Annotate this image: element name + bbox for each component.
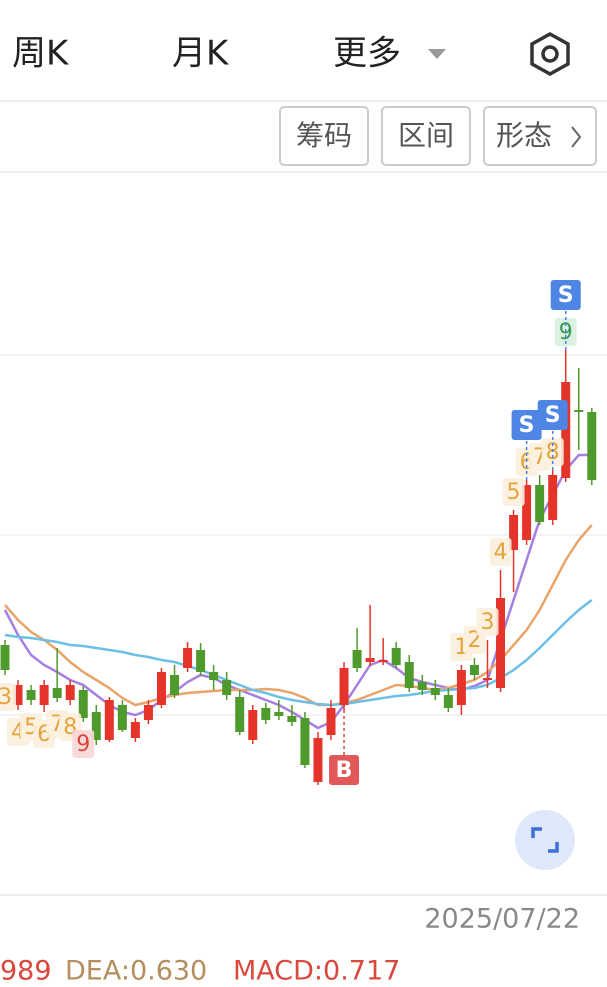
fullscreen-button[interactable] xyxy=(515,810,575,870)
candle-body xyxy=(430,688,440,695)
candle-body xyxy=(365,658,375,662)
candle-body xyxy=(235,697,245,732)
candle-body xyxy=(209,672,219,680)
candle-body xyxy=(183,648,193,668)
chevron-icon xyxy=(571,126,582,148)
candle-body xyxy=(456,670,466,705)
candle-body xyxy=(13,685,23,705)
candle-body xyxy=(78,690,88,718)
candle-body xyxy=(339,668,349,705)
candle-body xyxy=(287,716,297,722)
tab-week[interactable]: 周K xyxy=(12,34,70,74)
candle-body xyxy=(404,662,414,688)
candle-body xyxy=(587,412,597,480)
signal-badge xyxy=(329,755,360,785)
candle-body xyxy=(378,660,388,662)
candle-body xyxy=(52,688,62,698)
button-range[interactable] xyxy=(381,106,471,166)
tab-month[interactable]: 月K xyxy=(172,34,230,74)
moving-average-line xyxy=(3,453,592,730)
signal-badge xyxy=(511,410,542,440)
signal-label: S xyxy=(558,283,574,308)
candle-body xyxy=(482,678,492,680)
button-label[interactable]: 形态 xyxy=(496,119,552,152)
end-date: 2025/07/22 xyxy=(424,904,580,935)
candle-body xyxy=(65,685,75,700)
candle-body xyxy=(548,475,558,520)
button-label[interactable]: 区间 xyxy=(398,119,454,152)
candle-body xyxy=(117,705,127,730)
td-label: 9 xyxy=(76,732,90,757)
candle-body xyxy=(561,382,571,478)
signal-label: B xyxy=(336,758,353,783)
moving-average-line xyxy=(4,599,593,707)
candle-body xyxy=(222,680,232,695)
candle-body xyxy=(417,682,427,690)
candle-body xyxy=(0,645,10,670)
signal-label: S xyxy=(519,413,535,438)
signal-label: S xyxy=(545,403,561,428)
candle-body xyxy=(91,712,101,740)
dif-value: 989 xyxy=(0,956,52,987)
candle-body xyxy=(313,738,323,782)
candle-body xyxy=(196,650,206,672)
candle-body xyxy=(522,485,532,540)
signal-badge xyxy=(537,400,568,430)
candle-body xyxy=(170,675,180,695)
td-label-bg xyxy=(489,538,512,566)
td-label: 9 xyxy=(559,320,573,345)
dea-value: DEA:0.630 xyxy=(65,956,207,987)
candle-body xyxy=(391,648,401,665)
td-label: 3 xyxy=(0,685,12,710)
candle-body xyxy=(143,705,153,720)
settings-icon[interactable] xyxy=(530,31,570,77)
candle-body xyxy=(509,515,519,550)
candle-body xyxy=(574,410,584,412)
signal-badge xyxy=(550,280,581,310)
td-label: 5 xyxy=(507,480,521,505)
candle-body xyxy=(469,665,479,675)
candle-body xyxy=(443,695,453,708)
td-label-bg xyxy=(0,683,16,711)
button-label[interactable]: 筹码 xyxy=(296,119,352,152)
dropdown-icon[interactable] xyxy=(428,49,446,59)
tab-more[interactable]: 更多 xyxy=(333,34,401,74)
candle-body xyxy=(104,700,114,740)
candle-body xyxy=(39,685,49,705)
td-label: 4 xyxy=(494,540,508,565)
candle-body xyxy=(496,598,506,688)
td-label-bg xyxy=(72,730,95,758)
macd-value: MACD:0.717 xyxy=(233,956,400,987)
candle-body xyxy=(274,712,284,716)
candle-body xyxy=(352,650,362,668)
candle-body xyxy=(300,718,310,765)
candle-body xyxy=(248,710,258,740)
candle-body xyxy=(261,708,271,720)
button-chips[interactable] xyxy=(279,106,369,166)
td-label-bg xyxy=(502,478,525,506)
button-pattern[interactable] xyxy=(483,106,597,166)
td-label-bg xyxy=(476,608,499,636)
td-label: 3 xyxy=(480,610,494,635)
candle-body xyxy=(26,690,36,700)
candle-body xyxy=(326,708,336,735)
candle-body xyxy=(535,485,545,522)
candle-body xyxy=(156,672,166,705)
td-label: 8 xyxy=(546,440,560,465)
moving-average-line xyxy=(4,524,593,707)
candle-body xyxy=(130,722,140,738)
